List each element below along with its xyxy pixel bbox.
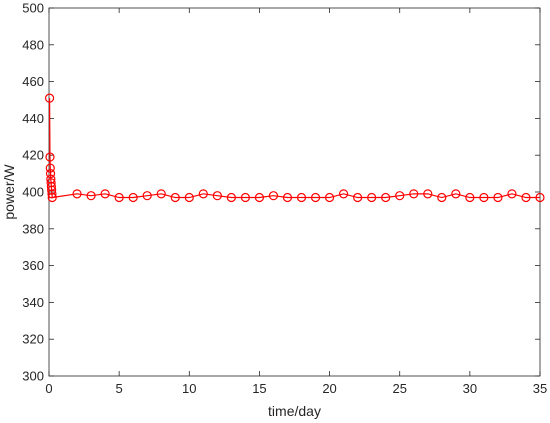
data-point (339, 189, 349, 199)
data-point (423, 189, 433, 199)
x-axis-label: time/day (268, 403, 321, 419)
data-point (47, 189, 57, 199)
y-tick-label: 400 (22, 185, 44, 200)
x-tick-label: 30 (463, 381, 477, 396)
data-point (324, 192, 335, 203)
data-point (268, 191, 279, 201)
data-point (451, 189, 461, 199)
data-point (45, 152, 55, 162)
data-point (296, 192, 307, 203)
y-tick-label: 500 (22, 1, 44, 16)
data-point (409, 189, 419, 199)
data-point (46, 174, 56, 184)
data-point (44, 93, 55, 103)
data-point (47, 192, 57, 203)
data-point (72, 189, 82, 199)
data-point (381, 192, 391, 203)
data-point (45, 163, 55, 173)
x-tick-label: 20 (322, 381, 336, 396)
data-point (507, 189, 517, 199)
y-tick-label: 360 (22, 258, 44, 273)
data-point (170, 192, 180, 203)
x-tick-label: 25 (392, 381, 406, 396)
y-tick-label: 300 (22, 369, 44, 384)
data-point (479, 192, 489, 203)
data-point (100, 189, 110, 199)
data-point (282, 192, 293, 203)
y-tick-label: 340 (22, 295, 44, 310)
data-point (521, 192, 531, 203)
data-point (226, 192, 236, 203)
x-tick-label: 35 (533, 381, 547, 396)
data-point (353, 192, 363, 203)
data-point (47, 185, 57, 195)
series-layer (44, 93, 545, 203)
y-axis-label: power/W (1, 164, 17, 220)
data-point (465, 192, 475, 203)
y-tick-label: 440 (22, 111, 44, 126)
y-tick-label: 320 (22, 332, 44, 347)
data-point (86, 191, 96, 201)
data-point (45, 169, 56, 179)
data-point (156, 189, 166, 199)
data-point (254, 192, 265, 203)
x-tick-label: 15 (252, 381, 266, 396)
data-point (128, 192, 138, 203)
data-point (184, 192, 194, 203)
data-point (198, 189, 208, 199)
data-point (46, 181, 56, 192)
y-axis-ticks: 300 320 340 360 380 400 420 440 460 480 500 (22, 1, 540, 384)
data-point (310, 192, 321, 203)
y-tick-label: 380 (22, 221, 44, 236)
data-point (240, 192, 250, 203)
data-point (114, 192, 124, 203)
y-tick-label: 420 (22, 148, 44, 163)
data-point (212, 191, 222, 201)
data-point (437, 192, 447, 203)
plot-area (48, 7, 541, 377)
data-point (367, 192, 377, 203)
x-tick-label: 0 (45, 381, 52, 396)
data-point (46, 178, 56, 188)
data-point (535, 192, 545, 203)
y-tick-label: 460 (22, 74, 44, 89)
y-tick-label: 480 (22, 37, 44, 52)
data-point (493, 192, 503, 203)
x-tick-label: 10 (182, 381, 196, 396)
x-tick-label: 5 (116, 381, 123, 396)
data-point (142, 191, 152, 201)
data-point (395, 191, 405, 201)
x-axis-ticks: 0 5 10 15 20 25 30 35 (45, 8, 547, 396)
